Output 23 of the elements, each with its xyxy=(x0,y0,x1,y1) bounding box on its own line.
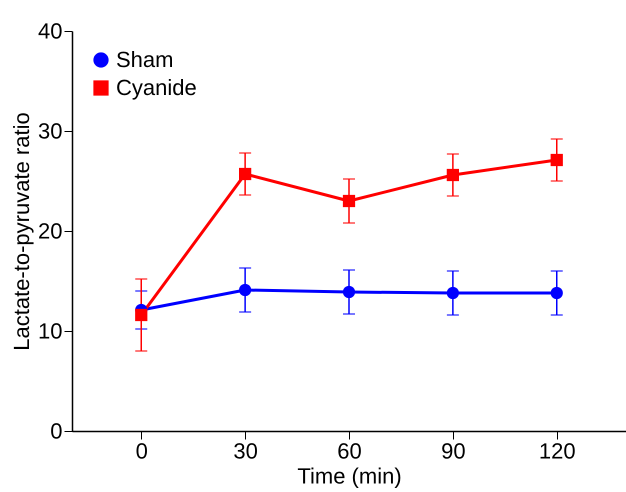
y-axis-title: Lactate-to-pyruvate ratio xyxy=(9,112,34,351)
y-tick-label: 20 xyxy=(38,218,62,244)
point xyxy=(239,168,252,180)
point xyxy=(446,168,459,182)
point xyxy=(550,286,563,300)
legend-label: Cyanide xyxy=(116,75,197,100)
point xyxy=(239,284,252,296)
x-tick-label: 120 xyxy=(538,438,576,464)
y-tick-label: 30 xyxy=(38,118,62,144)
legend-label: Sham xyxy=(116,47,174,72)
point xyxy=(550,154,563,166)
x-tick-label: 0 xyxy=(136,438,148,464)
x-tick-label: 30 xyxy=(233,438,258,464)
y-tick-label: 10 xyxy=(38,318,62,344)
point xyxy=(342,194,356,208)
x-tick-label: 90 xyxy=(441,438,466,464)
x-axis-title: Time (min) xyxy=(297,464,402,488)
point xyxy=(342,286,356,298)
point xyxy=(446,286,459,300)
y-tick-label: 40 xyxy=(38,18,62,44)
x-tick-label: 60 xyxy=(337,438,362,464)
point xyxy=(135,308,148,322)
y-tick-label: 0 xyxy=(50,418,62,444)
